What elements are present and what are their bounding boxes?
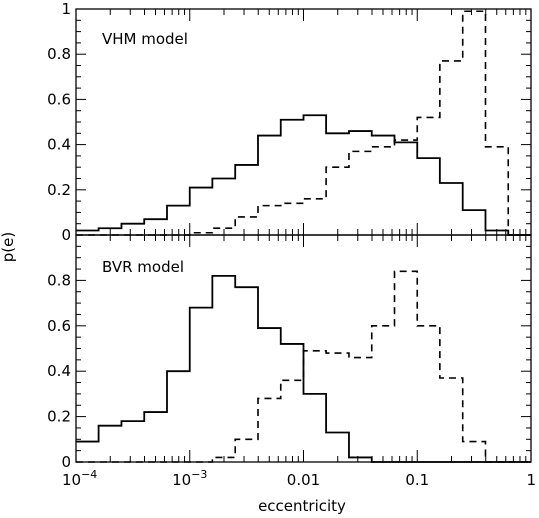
- y-tick-label: 0.6: [47, 90, 71, 108]
- solid-histogram: [76, 274, 531, 463]
- y-tick-label: 0.8: [47, 45, 71, 63]
- y-tick-label: 0.8: [47, 271, 71, 289]
- y-tick-label: 1: [61, 0, 71, 18]
- panel-label: VHM model: [102, 30, 188, 48]
- y-tick-label: 0.4: [47, 136, 71, 154]
- y-tick-label: 0.6: [47, 317, 71, 335]
- x-tick-label: 0.01: [287, 471, 320, 489]
- x-tick-label: 10−3: [172, 468, 207, 489]
- y-tick-label: 0.4: [47, 362, 71, 380]
- y-tick-label: 0.2: [47, 408, 71, 426]
- x-tick-label: 10−4: [62, 468, 97, 489]
- x-axis-label: eccentricity: [258, 497, 346, 515]
- x-tick-label: 0.1: [405, 471, 429, 489]
- dashed-histogram: [76, 10, 531, 236]
- dashed-histogram: [76, 270, 531, 463]
- x-axis: 10−4 10−3 0.01 0.1 1: [62, 468, 536, 489]
- panel-bvr: 0 0.2 0.4 0.6 0.8 BVR model: [47, 234, 532, 471]
- panel-vhm: 0 0.2 0.4 0.6 0.8 1 VHM model: [47, 0, 532, 244]
- y-tick-label: 0.2: [47, 181, 71, 199]
- x-tick-label: 1: [526, 471, 536, 489]
- y-axis-label: p(e): [0, 232, 17, 262]
- solid-histogram: [76, 114, 531, 236]
- panel-label: BVR model: [102, 258, 184, 276]
- y-tick-label: 0: [61, 226, 71, 244]
- y-tick-label: 0: [61, 453, 71, 471]
